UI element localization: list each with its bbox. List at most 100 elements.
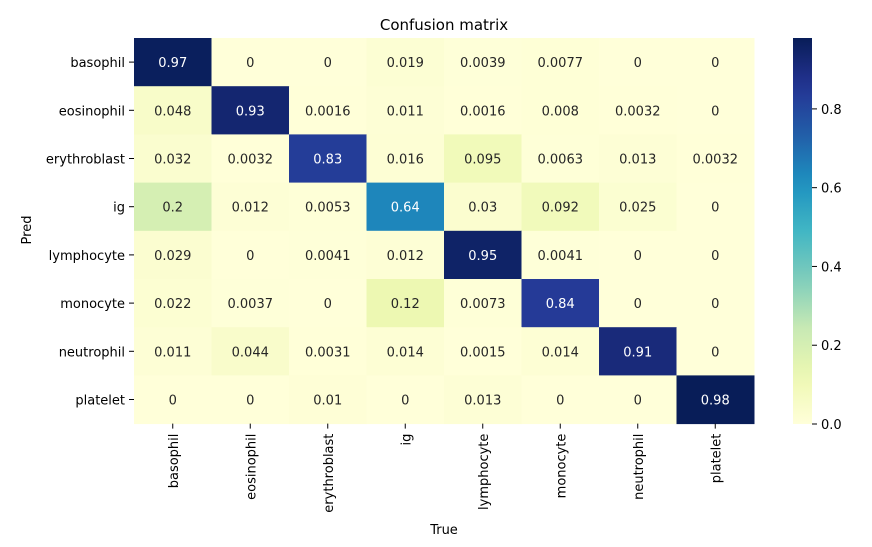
cell-value-label: 0.03 xyxy=(468,201,497,216)
cell-value-label: 0 xyxy=(711,249,719,264)
heatmap-cell xyxy=(599,375,677,425)
heatmap-cell xyxy=(521,38,600,87)
cell-value-label: 0.0032 xyxy=(693,153,739,168)
cell-value-label: 0.0039 xyxy=(460,56,506,71)
cell-value-label: 0.0031 xyxy=(305,345,351,360)
cell-value-label: 0 xyxy=(634,394,642,409)
heatmap-cell xyxy=(521,279,600,328)
heatmap-cell xyxy=(211,182,290,232)
heatmap-cell xyxy=(444,182,522,232)
colorbar-tick-label: 0.0 xyxy=(821,418,842,433)
cell-value-label: 0.092 xyxy=(542,201,579,216)
heatmap-cell xyxy=(676,375,755,425)
y-tick-label: platelet xyxy=(75,394,125,409)
x-tick-label: lymphocyte xyxy=(477,434,492,510)
colorbar-ticks: 0.0 0.2 0.4 0.6 0.8 xyxy=(812,103,842,433)
heatmap-cell xyxy=(289,230,367,280)
cell-value-label: 0 xyxy=(246,56,254,71)
cell-value-label: 0.012 xyxy=(232,201,269,216)
heatmap-cell xyxy=(676,279,755,328)
cell-value-label: 0.013 xyxy=(464,394,501,409)
heatmap-cells xyxy=(134,38,755,425)
cell-value-label: 0.019 xyxy=(387,56,424,71)
heatmap-cell xyxy=(289,182,367,232)
cell-value-label: 0.97 xyxy=(158,56,187,71)
heatmap-cell xyxy=(366,327,445,376)
x-axis: basophil eosinophil erythroblast ig lymphocy… xyxy=(167,423,724,513)
heatmap-cell xyxy=(289,86,367,135)
heatmap-cell xyxy=(134,327,212,376)
heatmap-cell xyxy=(444,279,522,328)
heatmap-cell xyxy=(289,375,367,425)
cell-value-label: 0.008 xyxy=(542,104,579,119)
cell-value-label: 0 xyxy=(324,297,332,312)
heatmap-cell xyxy=(134,134,212,184)
cell-value-label: 0 xyxy=(246,249,254,264)
chart-title: Confusion matrix xyxy=(380,16,508,34)
cell-value-label: 0.0041 xyxy=(538,249,584,264)
cell-value-label: 0 xyxy=(634,56,642,71)
x-tick-label: ig xyxy=(399,434,414,446)
cell-value-label: 0.0041 xyxy=(305,249,351,264)
cell-value-label: 0.095 xyxy=(464,153,501,168)
cell-value-label: 0.95 xyxy=(468,249,497,264)
cell-value-label: 0 xyxy=(634,249,642,264)
heatmap-cell xyxy=(676,182,755,232)
heatmap-cell xyxy=(521,134,600,184)
cell-value-label: 0.0032 xyxy=(228,153,274,168)
cell-value-label: 0.84 xyxy=(546,297,575,312)
heatmap-cell xyxy=(366,375,445,425)
cell-value-label: 0.012 xyxy=(387,249,424,264)
heatmap-cell xyxy=(366,182,445,232)
cell-value-label: 0.022 xyxy=(154,297,191,312)
heatmap-cell xyxy=(521,230,600,280)
heatmap-cell xyxy=(599,38,677,87)
heatmap-cell xyxy=(211,38,290,87)
cell-value-label: 0.029 xyxy=(154,249,191,264)
cell-value-label: 0 xyxy=(246,394,254,409)
y-tick-label: lymphocyte xyxy=(49,249,125,264)
heatmap-cell xyxy=(444,327,522,376)
colorbar-tick-label: 0.2 xyxy=(821,339,842,354)
y-tick-label: eosinophil xyxy=(59,104,125,119)
heatmap-cell xyxy=(599,86,677,135)
heatmap-cell-labels: 0.97 0 0 0.019 0.0039 0.0077 0 0 0.048 0.93 0.0016… xyxy=(154,56,738,408)
cell-value-label: 0.011 xyxy=(387,104,424,119)
heatmap-cell xyxy=(134,279,212,328)
heatmap-cell xyxy=(289,279,367,328)
heatmap-cell xyxy=(366,134,445,184)
heatmap-cell xyxy=(134,375,212,425)
y-axis: basophil eosinophil erythroblast ig lymphocy… xyxy=(46,56,134,409)
heatmap-cell xyxy=(521,86,600,135)
heatmap-cell xyxy=(444,375,522,425)
heatmap-cell xyxy=(676,86,755,135)
heatmap-cell xyxy=(211,86,290,135)
cell-value-label: 0 xyxy=(634,297,642,312)
cell-value-label: 0 xyxy=(324,56,332,71)
heatmap-cell xyxy=(676,134,755,184)
cell-value-label: 0.0037 xyxy=(228,297,274,312)
cell-value-label: 0.044 xyxy=(232,345,269,360)
x-tick-label: monocyte xyxy=(554,434,569,499)
heatmap-cell xyxy=(134,38,212,87)
cell-value-label: 0.98 xyxy=(701,394,730,409)
heatmap-cell xyxy=(134,86,212,135)
y-tick-label: monocyte xyxy=(60,297,125,312)
cell-value-label: 0.032 xyxy=(154,153,191,168)
cell-value-label: 0.011 xyxy=(154,345,191,360)
cell-value-label: 0 xyxy=(169,394,177,409)
y-tick-label: basophil xyxy=(70,56,125,71)
x-tick-label: eosinophil xyxy=(244,434,259,500)
heatmap-cell xyxy=(676,38,755,87)
cell-value-label: 0.0073 xyxy=(460,297,506,312)
x-tick-label: basophil xyxy=(167,434,182,489)
heatmap-cell xyxy=(366,279,445,328)
heatmap-cell xyxy=(599,327,677,376)
cell-value-label: 0.0016 xyxy=(305,104,351,119)
cell-value-label: 0.0077 xyxy=(538,56,584,71)
heatmap-cell xyxy=(599,134,677,184)
y-tick-label: erythroblast xyxy=(46,153,125,168)
heatmap-cell xyxy=(211,375,290,425)
y-tick-label: neutrophil xyxy=(59,345,125,360)
